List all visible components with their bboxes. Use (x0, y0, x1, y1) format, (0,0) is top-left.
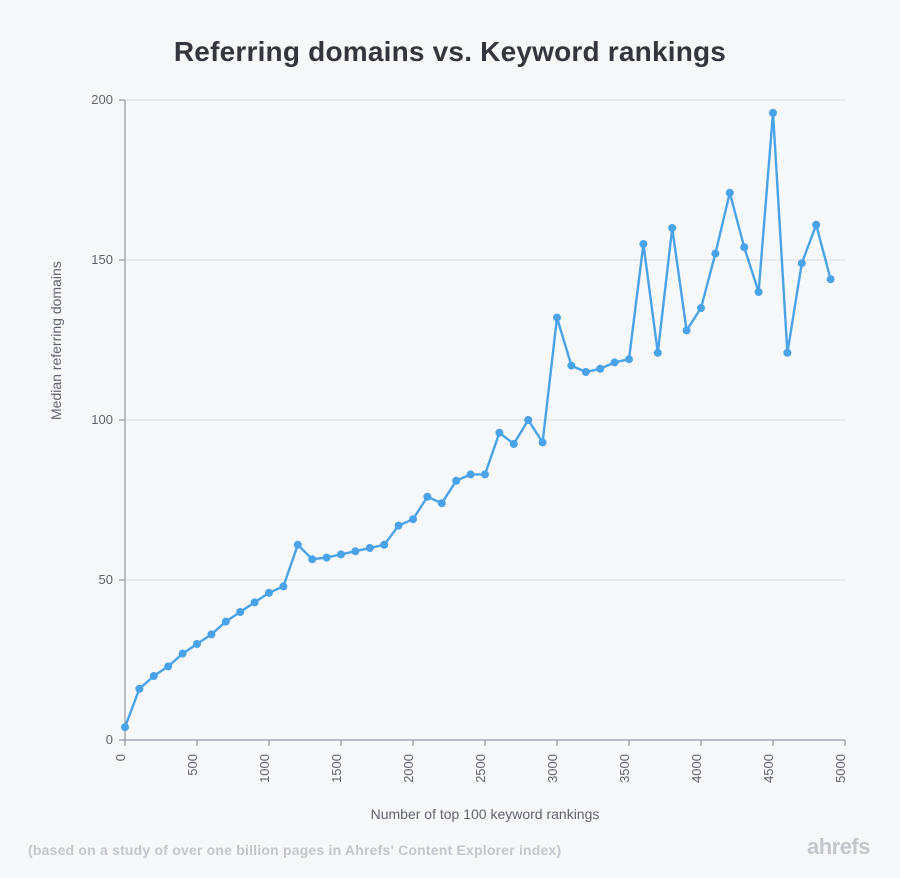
svg-text:0: 0 (106, 732, 113, 747)
svg-text:4000: 4000 (689, 754, 704, 783)
chart-frame: Referring domains vs. Keyword rankings M… (0, 0, 900, 878)
svg-text:150: 150 (91, 252, 113, 267)
chart-title: Referring domains vs. Keyword rankings (0, 36, 900, 68)
svg-text:500: 500 (185, 754, 200, 776)
gridlines (125, 100, 845, 580)
x-axis-label: Number of top 100 keyword rankings (125, 806, 845, 822)
chart-svg: 050100150200 050010001500200025003000350… (125, 100, 845, 740)
svg-text:1000: 1000 (257, 754, 272, 783)
y-axis: 0 50 100 150 200 (91, 92, 125, 747)
svg-text:5000: 5000 (833, 754, 848, 783)
footnote-text: (based on a study of over one billion pa… (28, 842, 561, 858)
svg-text:3500: 3500 (617, 754, 632, 783)
svg-text:1500: 1500 (329, 754, 344, 783)
x-axis: 0 500 1000 1500 2000 2500 3000 3500 4000 4500 5000 (113, 740, 848, 783)
svg-text:0: 0 (113, 754, 128, 761)
svg-text:4500: 4500 (761, 754, 776, 783)
y-axis-label: Median referring domains (48, 261, 64, 420)
svg-text:200: 200 (91, 92, 113, 107)
svg-text:3000: 3000 (545, 754, 560, 783)
svg-text:2500: 2500 (473, 754, 488, 783)
brand-logo: ahrefs (807, 834, 870, 860)
plot-area: 050100150200 050010001500200025003000350… (125, 100, 845, 740)
svg-text:2000: 2000 (401, 754, 416, 783)
svg-text:100: 100 (91, 412, 113, 427)
svg-text:50: 50 (99, 572, 113, 587)
